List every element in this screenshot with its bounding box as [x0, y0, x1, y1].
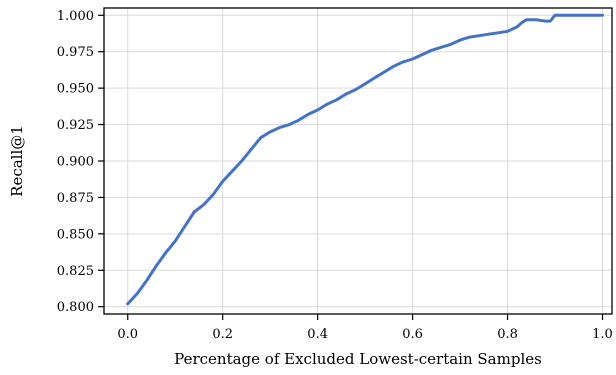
y-axis-title: Recall@1: [8, 125, 26, 197]
x-tick-label: 1.0: [592, 327, 613, 342]
x-tick-label: 0.4: [307, 327, 328, 342]
x-tick-label: 0.2: [212, 327, 233, 342]
recall-line: [126, 13, 604, 306]
y-tick-label: 0.900: [57, 155, 94, 170]
x-tick-label: 0.6: [402, 327, 423, 342]
y-tick-label: 0.825: [57, 264, 94, 279]
y-tick-label: 0.925: [57, 118, 94, 133]
x-axis-title: Percentage of Excluded Lowest-certain Sa…: [174, 350, 542, 368]
x-tick-label: 0.8: [497, 327, 518, 342]
y-tick-label: 0.875: [57, 191, 94, 206]
y-tick-label: 0.975: [57, 45, 94, 60]
series-layer: [126, 13, 604, 306]
y-tick-label: 0.850: [57, 227, 94, 242]
y-tick-label: 1.000: [57, 9, 94, 24]
tick-layer: 0.0 0.2 0.4 0.6 0.8 1.0 0.800 0.825 0.850 0.875 0.…: [57, 9, 613, 342]
x-tick-label: 0.0: [117, 327, 138, 342]
y-tick-label: 0.950: [57, 82, 94, 97]
y-tick-label: 0.800: [57, 300, 94, 315]
grid-layer: [104, 8, 612, 314]
